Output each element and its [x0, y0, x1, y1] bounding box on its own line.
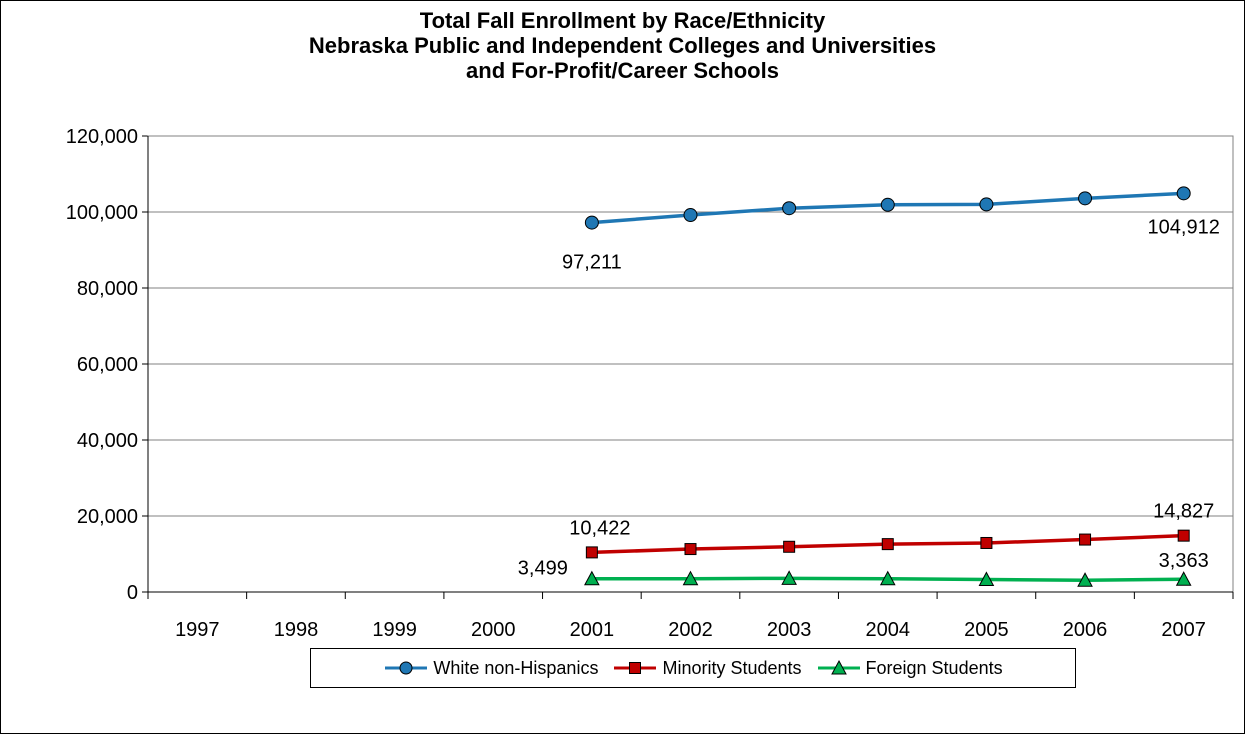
data-point — [880, 197, 895, 212]
data-point — [979, 197, 994, 212]
x-tick-label: 2004 — [866, 619, 911, 641]
data-point — [1078, 191, 1093, 206]
x-tick-label: 2002 — [668, 619, 713, 641]
x-tick-label: 2000 — [471, 619, 516, 641]
legend-label: White non-Hispanics — [433, 657, 599, 678]
x-tick-label: 2005 — [964, 619, 1009, 641]
data-point — [978, 571, 995, 586]
legend-label: Minority Students — [662, 657, 802, 678]
data-point — [682, 570, 699, 586]
x-tick-label: 2007 — [1161, 619, 1206, 641]
chart-title-line-2: Nebraska Public and Independent Colleges… — [308, 33, 937, 58]
data-point — [684, 543, 697, 556]
y-tick-label: 40,000 — [77, 430, 138, 452]
legend-item: White non-Hispanics — [383, 658, 598, 679]
data-label: 104,912 — [1148, 216, 1220, 238]
legend-swatch — [385, 661, 428, 675]
y-tick-label: 120,000 — [66, 126, 138, 148]
x-tick-label: 2006 — [1063, 619, 1108, 641]
x-tick-label: 2003 — [767, 619, 812, 641]
data-point — [584, 570, 600, 586]
legend: White non-Hispanics Minority Students Fore… — [310, 648, 1076, 688]
chart-title-line-1: Total Fall Enrollment by Race/Ethnicity — [419, 8, 826, 33]
x-tick-label: 2001 — [570, 619, 615, 641]
legend-item: Foreign Students — [816, 658, 1003, 679]
x-tick-label: 1999 — [372, 619, 417, 641]
y-tick-label: 80,000 — [77, 278, 138, 300]
data-label: 97,211 — [562, 252, 622, 274]
legend-item: Minority Students — [612, 657, 802, 679]
data-point — [782, 201, 797, 216]
y-tick-label: 0 — [127, 582, 138, 604]
data-point — [881, 538, 894, 551]
x-tick-label: 1997 — [175, 619, 220, 641]
data-label: 14,827 — [1153, 501, 1214, 523]
data-label: 10,422 — [569, 517, 630, 539]
data-point — [585, 546, 598, 559]
legend-swatch — [614, 662, 657, 674]
data-point — [1175, 571, 1192, 586]
legend-label: Foreign Students — [865, 657, 1003, 678]
y-tick-label: 100,000 — [66, 202, 138, 224]
chart-title: Total Fall Enrollment by Race/Ethnicity … — [0, 8, 1245, 83]
data-point — [781, 570, 797, 585]
legend-swatch — [817, 659, 860, 675]
y-tick-label: 20,000 — [77, 506, 138, 528]
x-tick-label: 1998 — [274, 619, 319, 641]
data-point — [980, 536, 993, 549]
data-point — [1077, 572, 1093, 587]
data-point — [879, 570, 896, 586]
data-label: 3,363 — [1159, 550, 1209, 572]
data-point — [1176, 186, 1191, 201]
data-label: 3,499 — [518, 558, 568, 580]
y-tick-label: 60,000 — [77, 354, 138, 376]
data-point — [584, 215, 599, 230]
data-point — [683, 208, 698, 223]
data-point — [1079, 533, 1092, 546]
data-point — [783, 540, 796, 553]
data-point — [1177, 529, 1190, 542]
chart-title-line-3: and For-Profit/Career Schools — [466, 58, 779, 83]
